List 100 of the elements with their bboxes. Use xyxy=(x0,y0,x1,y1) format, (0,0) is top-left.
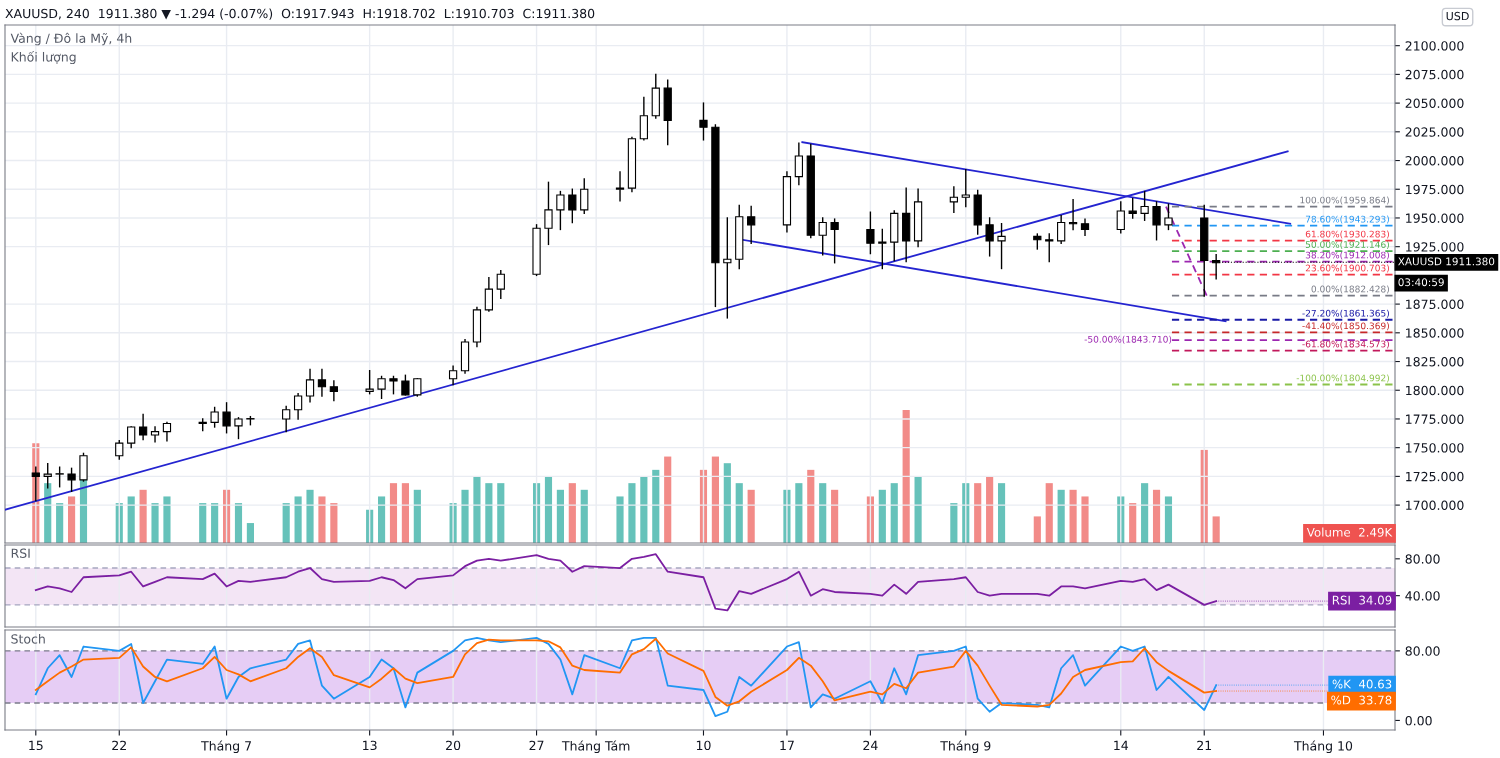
candlestick xyxy=(961,169,970,208)
candlestick xyxy=(556,190,565,231)
series-label: -27.20%(1861.365) xyxy=(1302,309,1389,318)
series-label: -100.00%(1804.992) xyxy=(1296,374,1389,383)
bar xyxy=(735,483,743,543)
bar xyxy=(711,456,719,543)
candlestick xyxy=(747,205,756,244)
bar xyxy=(473,476,481,543)
bar xyxy=(401,483,409,543)
bar xyxy=(986,476,994,543)
series-label: -41.40%(1850.369) xyxy=(1302,322,1389,331)
bar xyxy=(807,469,815,543)
y-tick-label: 1700.000 xyxy=(1406,500,1464,511)
bar xyxy=(556,489,564,543)
bar xyxy=(127,496,135,543)
chart-title: XAUUSD, 240 1911.380 ▼ -1.294 (-0.07%) O:1917.943 H:1918.702 L:1910.703 C:1911.380 xyxy=(5,8,595,20)
y-tick-label: 1875.000 xyxy=(1406,299,1464,310)
x-tick-label: 15 xyxy=(29,740,43,751)
y-tick-label: 1725.000 xyxy=(1406,471,1464,482)
annotation: Khối lượng xyxy=(11,50,76,65)
bar xyxy=(640,476,648,543)
candlestick xyxy=(544,181,553,246)
y-tick-label: 1825.000 xyxy=(1406,357,1464,367)
candlestick xyxy=(1152,201,1161,241)
bar xyxy=(151,503,159,543)
bar xyxy=(67,496,76,543)
bar xyxy=(974,483,982,543)
candlestick xyxy=(305,368,315,403)
bar xyxy=(914,476,922,543)
bar xyxy=(1045,483,1053,543)
candlestick xyxy=(317,368,327,397)
text: USD xyxy=(1446,11,1469,21)
x-tick-label: 24 xyxy=(863,740,878,750)
text: 03:40:59 xyxy=(1398,278,1444,287)
bar xyxy=(1057,489,1065,543)
bar xyxy=(580,489,588,543)
candlestick xyxy=(67,467,76,493)
bar xyxy=(795,483,803,543)
x-tick-label: Tháng 7 xyxy=(201,740,251,754)
candlestick xyxy=(365,370,374,395)
bar xyxy=(1164,496,1173,543)
candlestick xyxy=(997,223,1006,270)
candlestick xyxy=(985,217,994,257)
candlestick xyxy=(55,466,64,488)
bar xyxy=(56,503,64,543)
bar xyxy=(902,410,910,543)
bar xyxy=(497,483,505,543)
bar xyxy=(1129,503,1137,543)
bar xyxy=(234,503,243,543)
candlestick xyxy=(496,270,505,300)
y-tick-label: 1975.000 xyxy=(1406,184,1464,195)
candlestick xyxy=(150,426,160,443)
bar xyxy=(211,503,219,543)
bar xyxy=(1081,496,1089,543)
bar xyxy=(997,483,1006,543)
candlestick xyxy=(115,440,124,460)
y-tick-label: 2075.000 xyxy=(1405,69,1464,80)
chart-title: RSI xyxy=(11,548,30,558)
annotation: %D 33.78 xyxy=(1331,695,1392,705)
series-label: 100.00%(1959.864) xyxy=(1300,196,1389,205)
annotation: Vàng / Đô la Mỹ, 4h xyxy=(10,32,132,46)
y-tick-label: 40.00 xyxy=(1405,591,1440,601)
candlestick xyxy=(448,365,458,386)
bar xyxy=(878,489,886,543)
x-tick-label: 20 xyxy=(446,740,461,751)
annotation: RSI 34.09 xyxy=(1332,595,1392,605)
candlestick xyxy=(222,402,231,434)
bar xyxy=(616,496,624,543)
bar xyxy=(389,483,398,543)
bar xyxy=(461,489,469,543)
candlestick xyxy=(830,218,839,264)
series-label: 38.20%(1912.008) xyxy=(1305,251,1389,260)
candlestick xyxy=(1057,214,1066,244)
candlestick xyxy=(639,96,648,141)
candlestick xyxy=(234,417,243,440)
x-tick-label: 22 xyxy=(112,740,126,750)
bar xyxy=(831,489,839,543)
bar xyxy=(485,483,493,543)
candlestick xyxy=(138,413,148,441)
bar xyxy=(652,469,660,543)
bar xyxy=(664,456,672,543)
candlestick xyxy=(699,102,708,141)
series-label: -50.00%(1843.710) xyxy=(1084,335,1172,344)
bar xyxy=(294,496,302,543)
bar xyxy=(199,503,207,543)
candlestick xyxy=(1128,197,1137,219)
candlestick xyxy=(1116,201,1125,234)
candlestick xyxy=(794,142,803,186)
candlestick xyxy=(162,421,172,442)
bar xyxy=(568,483,576,543)
y-tick-label: 0.00 xyxy=(1405,715,1432,726)
candlestick xyxy=(282,405,291,433)
series-label: 0.00%(1882.428) xyxy=(1311,285,1389,294)
bar xyxy=(950,503,958,543)
candlestick xyxy=(1164,203,1173,231)
candlestick xyxy=(484,276,493,312)
y-tick-label: 80.00 xyxy=(1405,554,1440,564)
bar xyxy=(1141,483,1149,543)
y-tick-label: 2050.000 xyxy=(1405,98,1464,109)
candlestick xyxy=(293,392,303,420)
